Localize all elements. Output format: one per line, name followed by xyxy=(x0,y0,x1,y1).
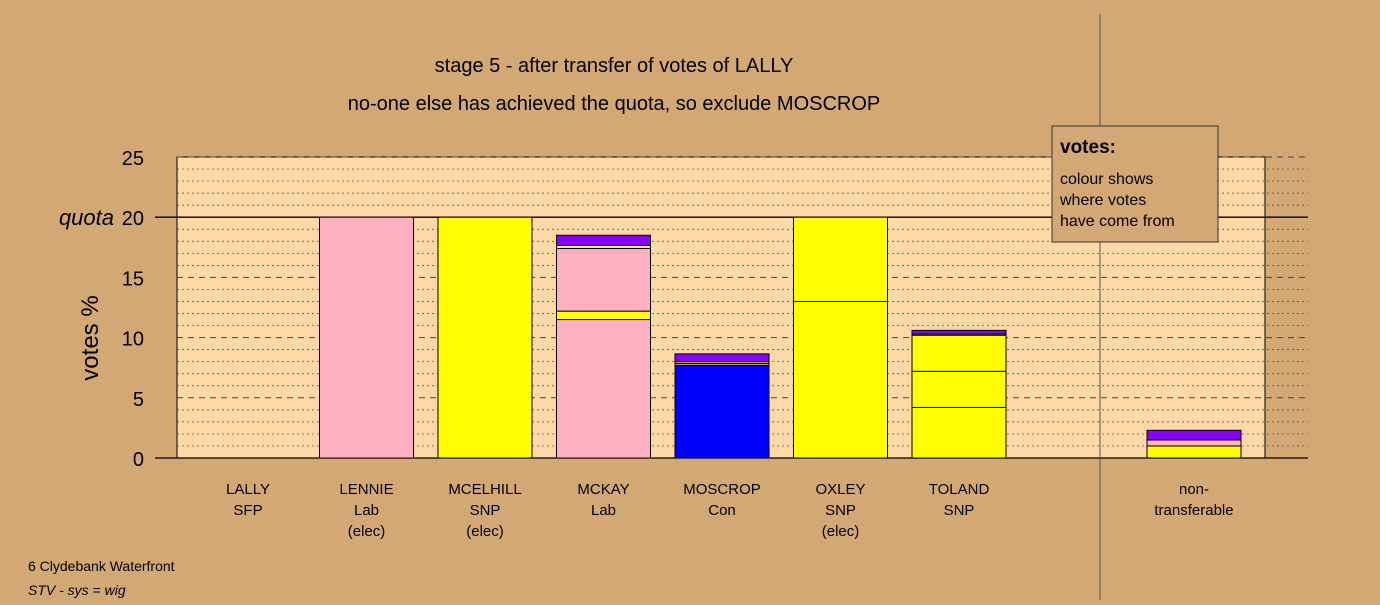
candidate-name-label: LALLY xyxy=(226,481,270,498)
candidate-name-label: MCELHILL xyxy=(448,481,521,498)
candidate-party-label: Lab xyxy=(354,502,379,519)
bar-segment-lab xyxy=(1146,439,1242,447)
candidate-party-label: Lab xyxy=(591,502,616,519)
candidate-name-label: MCKAY xyxy=(577,481,629,498)
candidate-name-label: LENNIE xyxy=(339,481,393,498)
y-tick-label: 0 xyxy=(133,449,144,471)
legend-title: votes: xyxy=(1060,137,1116,158)
bar-segment-snp xyxy=(556,310,651,321)
candidate-name-label: TOLAND xyxy=(929,481,990,498)
candidate-party-label: SNP xyxy=(825,502,856,519)
bar-segment-snp xyxy=(911,334,1007,372)
bar-mcelhill xyxy=(437,216,533,459)
y-tick-label: 25 xyxy=(122,148,144,170)
bar-toland xyxy=(911,329,1007,459)
candidate-name-label: OXLEY xyxy=(815,481,865,498)
non-transferable-label: transferable xyxy=(1154,502,1233,519)
candidate-party-label: Con xyxy=(708,502,736,519)
bar-moscrop xyxy=(674,353,770,459)
bar-segment-sfp xyxy=(556,234,651,246)
bar-segment-snp xyxy=(1146,445,1242,459)
y-axis: 0 5 10 15 20 25 quota xyxy=(59,148,144,471)
bar-lennie xyxy=(319,216,414,459)
bar-segment-lab xyxy=(556,248,651,312)
candidate-status-label: (elec) xyxy=(822,523,860,540)
bar-segment-snp xyxy=(911,370,1007,408)
chart-title: stage 5 - after transfer of votes of LAL… xyxy=(435,55,794,77)
voting-system: STV - sys = wig xyxy=(28,582,126,598)
bars xyxy=(319,216,1242,459)
bar-segment-snp xyxy=(793,300,888,459)
bar-non-transferable xyxy=(1146,429,1242,459)
y-axis-label: votes % xyxy=(77,295,104,380)
bar-segment-sfp xyxy=(1146,429,1242,441)
candidate-party-label: SNP xyxy=(470,502,501,519)
y-tick-label: 20 xyxy=(122,208,144,230)
bar-segment-snp xyxy=(911,406,1007,459)
x-axis-labels: LALLY SFP LENNIE Lab (elec) MCELHILL SNP (elec)… xyxy=(226,481,1234,540)
bar-segment-lab xyxy=(556,319,651,459)
legend-box: votes: colour shows where votes have com… xyxy=(1051,125,1219,243)
constituency-name: 6 Clydebank Waterfront xyxy=(28,558,175,574)
y-tick-label: 5 xyxy=(133,389,144,411)
candidate-name-label: MOSCROP xyxy=(683,481,761,498)
y-tick-label: 15 xyxy=(122,268,144,290)
bar-segment-sfp xyxy=(674,353,770,363)
bar-segment-sfp xyxy=(911,329,1007,335)
legend-line-2: where votes xyxy=(1059,192,1146,209)
candidate-status-label: (elec) xyxy=(348,523,386,540)
candidate-status-label: (elec) xyxy=(466,523,504,540)
bar-segment-snp xyxy=(793,216,888,302)
candidate-party-label: SFP xyxy=(233,502,262,519)
chart-subtitle: no-one else has achieved the quota, so e… xyxy=(348,93,881,115)
bar-segment-snp xyxy=(437,216,533,459)
non-transferable-label: non- xyxy=(1179,481,1209,498)
candidate-party-label: SNP xyxy=(944,502,975,519)
bar-segment-lab xyxy=(319,216,414,459)
legend-frame xyxy=(1051,125,1219,243)
legend-line-1: colour shows xyxy=(1060,171,1153,188)
bar-segment-con xyxy=(674,364,770,459)
legend-line-3: have come from xyxy=(1060,213,1175,230)
y-tick-label: 10 xyxy=(122,329,144,351)
bar-mckay xyxy=(556,234,651,459)
bar-oxley xyxy=(793,216,888,459)
quota-label: quota xyxy=(59,205,114,230)
